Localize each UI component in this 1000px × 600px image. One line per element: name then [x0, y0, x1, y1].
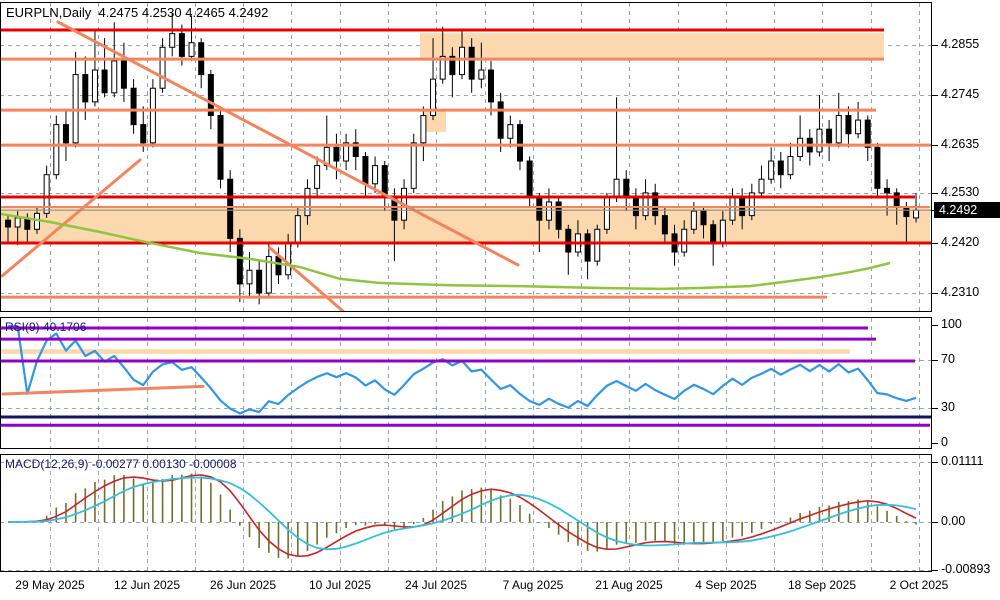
rsi-axis-label: 100 [941, 317, 962, 331]
price-axis-label: 4.2420 [941, 235, 980, 249]
main-price-panel[interactable] [0, 2, 932, 312]
time-axis-label: 7 Aug 2025 [502, 578, 564, 592]
price-axis-label: 4.2635 [941, 137, 980, 151]
macd-axis-label: -0.00893 [941, 562, 991, 576]
rsi-indicator-title: RSI(9) 40.1706 [5, 320, 87, 334]
time-axis-label: 4 Sep 2025 [695, 578, 757, 592]
time-axis-label: 26 Jun 2025 [209, 578, 277, 592]
price-axis-label: 4.2530 [941, 185, 980, 199]
price-axis-label: 4.2745 [941, 87, 980, 101]
rsi-axis-label: 0 [941, 435, 948, 449]
rsi-panel[interactable] [0, 317, 932, 449]
time-axis-label: 21 Aug 2025 [595, 578, 663, 592]
macd-panel[interactable] [0, 454, 932, 572]
rsi-axis-label: 30 [941, 400, 955, 414]
symbol-timeframe-title: EURPLN,Daily 4.2475 4.2530 4.2465 4.2492 [6, 5, 269, 20]
macd-axis-label: 0.00 [941, 514, 966, 528]
macd-axis-label: 0.01111 [941, 454, 984, 468]
time-axis-label: 24 Jul 2025 [404, 578, 468, 592]
price-axis-label: 4.2310 [941, 285, 980, 299]
price-axis-label: 4.2855 [941, 37, 980, 51]
time-axis-label: 12 Jun 2025 [113, 578, 181, 592]
macd-indicator-title: MACD(12,26,9) -0.00277 0.00130 -0.00008 [5, 457, 237, 471]
time-axis-label: 18 Sep 2025 [787, 578, 857, 592]
time-axis-label: 29 May 2025 [15, 578, 85, 592]
rsi-axis-label: 70 [941, 352, 955, 366]
time-axis-label: 2 Oct 2025 [889, 578, 949, 592]
current-price-tag: 4.2492 [934, 202, 1000, 218]
time-axis-label: 10 Jul 2025 [308, 578, 372, 592]
